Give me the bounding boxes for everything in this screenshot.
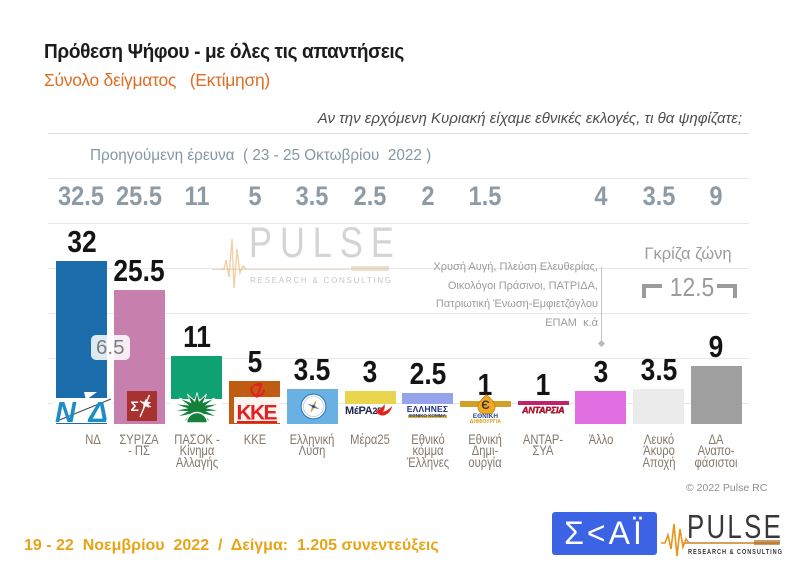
svg-text:Σ: Σ — [131, 398, 139, 414]
svg-text:Є: Є — [481, 398, 490, 412]
svg-text:ΚΚΕ: ΚΚΕ — [237, 402, 278, 425]
